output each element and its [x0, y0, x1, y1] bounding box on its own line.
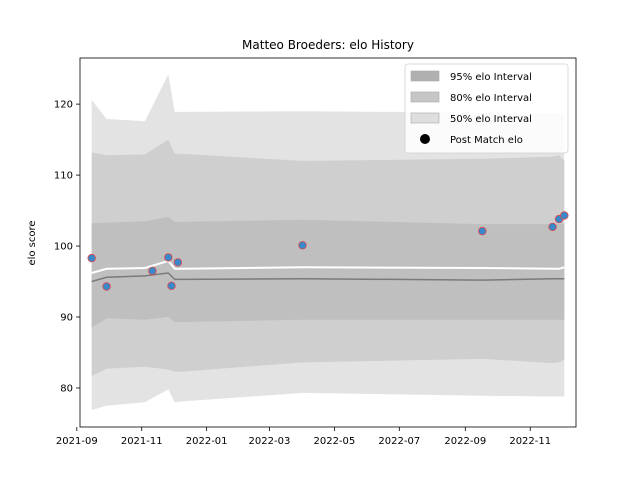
legend-entry-label: Post Match elo: [450, 135, 523, 146]
post-match-point: [560, 211, 569, 220]
legend-entry-label: 50% elo Interval: [450, 114, 532, 125]
x-tick-label: 2022-09: [444, 436, 486, 447]
median-line: [91, 272, 565, 283]
x-tick-label: 2022-05: [313, 436, 355, 447]
x-tick-label: 2021-11: [121, 436, 163, 447]
post-match-legend-marker: [420, 134, 430, 144]
band-50-area: [91, 217, 565, 328]
post-match-point: [548, 222, 557, 232]
x-tick-label: 2022-01: [186, 436, 228, 447]
band-80-legend-swatch: [410, 91, 440, 103]
y-tick-label: 80: [60, 383, 73, 394]
post-match-points: [87, 211, 569, 291]
post-match-point: [167, 281, 176, 290]
trend-lines: [91, 259, 565, 283]
legend-box: [404, 63, 569, 154]
y-tick-label: 110: [54, 171, 73, 182]
x-tick-label: 2022-03: [249, 436, 291, 447]
post-match-point: [173, 258, 183, 267]
post-match-point: [164, 253, 173, 262]
legend-entry-label: 95% elo Interval: [450, 72, 532, 83]
post-match-point: [87, 253, 96, 263]
post-match-point: [148, 266, 157, 276]
band-95-legend-swatch: [410, 70, 440, 82]
legend: 95% elo Interval 80% elo Interval 50% elo …: [404, 63, 569, 154]
x-tick-label: 2021-09: [56, 436, 98, 447]
band-50-legend-swatch: [410, 112, 440, 124]
y-axis-label: elo score: [27, 220, 38, 265]
x-tick-label: 2022-07: [378, 436, 420, 447]
y-axis-ticks: 80 90 100 110 120: [54, 100, 80, 394]
post-match-point: [102, 282, 111, 291]
legend-entry-label: 80% elo Interval: [450, 93, 532, 104]
x-axis-ticks: 2021-09 2021-11 2022-01 2022-03 2022-05 2022-…: [56, 427, 551, 447]
y-tick-label: 100: [54, 242, 73, 253]
y-tick-label: 90: [60, 313, 73, 324]
post-match-point: [298, 241, 307, 250]
interval-bands: [91, 74, 565, 411]
plot-frame: [79, 57, 577, 428]
chart-title: Matteo Broeders: elo History: [242, 38, 414, 52]
y-tick-label: 120: [54, 100, 73, 111]
mean-line: [91, 259, 565, 274]
post-match-point: [478, 226, 487, 236]
x-tick-label: 2022-11: [509, 436, 551, 447]
